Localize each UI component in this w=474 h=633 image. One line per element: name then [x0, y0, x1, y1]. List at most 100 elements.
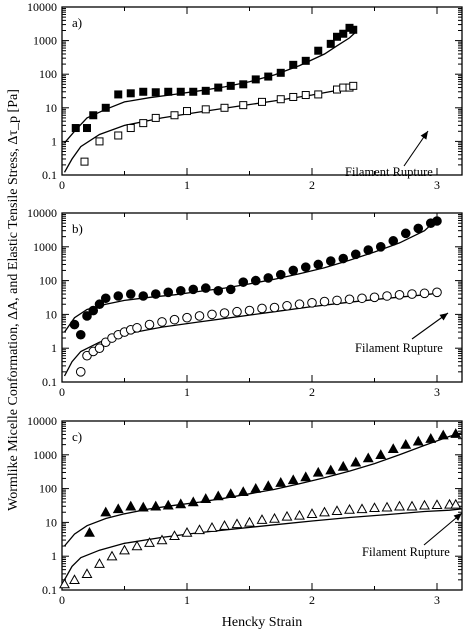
panel-label: c) [72, 429, 82, 444]
data-point-open-circle [382, 291, 392, 301]
data-point-open-triangle [269, 512, 280, 523]
data-point-filled-circle [175, 285, 186, 296]
y-tick-label: 0.1 [42, 583, 57, 597]
y-tick-label: 100 [39, 274, 57, 288]
data-point-filled-square [71, 124, 80, 133]
data-point-open-triangle [394, 500, 405, 511]
data-point-filled-square [101, 103, 110, 112]
data-point-filled-triangle [287, 474, 299, 485]
data-point-open-circle [244, 305, 255, 316]
data-point-filled-triangle [400, 438, 412, 449]
data-point-open-circle [94, 343, 105, 354]
data-point-open-square [139, 119, 148, 128]
data-point-open-triangle [156, 534, 168, 545]
data-point-open-triangle [331, 505, 343, 516]
data-point-open-circle [282, 300, 292, 311]
data-point-filled-circle [432, 216, 442, 226]
data-point-filled-triangle [312, 466, 324, 477]
plot-frame [61, 420, 463, 591]
data-point-filled-circle [163, 287, 174, 298]
data-point-filled-square [189, 87, 198, 96]
data-point-filled-square [276, 68, 285, 77]
data-point-open-circle [194, 311, 205, 321]
y-tick-label: 100 [39, 67, 57, 81]
data-point-filled-square [339, 29, 348, 38]
data-point-filled-circle [338, 253, 349, 264]
data-point-open-circle [369, 292, 380, 303]
data-point-open-square [114, 131, 123, 140]
data-point-open-square [349, 81, 358, 90]
data-point-open-circle [319, 296, 330, 307]
data-point-filled-triangle [100, 506, 112, 517]
data-point-filled-circle [94, 299, 105, 310]
data-point-filled-circle [100, 293, 111, 304]
data-point-open-square [301, 91, 310, 100]
data-point-filled-square [264, 72, 273, 81]
panel-label: a) [72, 15, 82, 30]
data-point-open-triangle [181, 526, 193, 537]
data-point-filled-circle [313, 259, 324, 270]
data-point-filled-square [89, 111, 98, 120]
x-tick-label: 0 [59, 593, 65, 607]
x-tick-label: 1 [184, 593, 190, 607]
data-point-filled-square [289, 60, 298, 69]
filament-rupture-label: Filament Rupture [355, 341, 443, 355]
fit-line [63, 85, 356, 173]
y-tick-label: 1000 [33, 34, 57, 48]
data-point-open-circle [219, 308, 230, 318]
data-point-filled-square [83, 124, 91, 133]
data-point-filled-square [251, 75, 260, 84]
data-point-open-square [239, 101, 248, 110]
data-point-open-circle [407, 289, 417, 299]
y-tick-label: 10 [45, 307, 57, 321]
data-point-filled-circle [138, 291, 149, 301]
panel-a: 0.1 1 10 100 1000 10000 0 1 2 3 a) Filament Rupture [27, 0, 463, 192]
data-point-open-square [170, 111, 179, 120]
data-point-open-triangle [356, 503, 368, 514]
y-tick-label: 1000 [33, 240, 57, 254]
data-point-open-triangle [206, 522, 218, 532]
data-point-open-square [151, 113, 160, 122]
data-point-filled-square [114, 90, 123, 99]
data-point-open-circle [307, 298, 317, 308]
data-point-open-square [95, 137, 104, 146]
fit-line [64, 31, 357, 144]
data-point-filled-circle [150, 289, 161, 299]
data-point-filled-circle [88, 305, 99, 316]
data-point-filled-circle [75, 329, 86, 340]
x-tick-label: 2 [309, 593, 315, 607]
x-tick-label: 2 [309, 385, 315, 399]
data-point-filled-circle [238, 277, 249, 287]
data-point-filled-triangle [300, 471, 312, 482]
fit-line [64, 432, 463, 547]
data-point-open-square [183, 107, 191, 116]
data-point-filled-square [151, 88, 160, 97]
data-point-filled-triangle [337, 460, 349, 471]
data-point-filled-circle [188, 284, 199, 295]
data-point-filled-triangle [187, 496, 199, 507]
data-point-open-circle [144, 319, 155, 330]
data-point-open-triangle [294, 509, 305, 520]
x-axis-title: Hencky Strain [222, 615, 302, 630]
y-tick-label: 10000 [27, 0, 57, 14]
data-point-filled-circle [325, 256, 336, 266]
data-point-open-triangle [81, 568, 93, 579]
data-point-open-triangle [256, 514, 268, 524]
data-point-open-circle [169, 314, 180, 325]
data-point-filled-circle [82, 311, 92, 321]
y-tick-label: 10000 [27, 206, 57, 220]
data-point-filled-circle [288, 265, 299, 276]
data-point-filled-square [326, 39, 335, 48]
data-point-open-circle [294, 299, 305, 310]
rupture-arrow-head [453, 513, 462, 521]
data-point-filled-square [164, 87, 173, 96]
plot-frame [61, 6, 463, 176]
filament-rupture-label: Filament Rupture [362, 545, 450, 559]
data-point-filled-triangle [175, 498, 187, 509]
data-point-open-triangle [344, 503, 355, 514]
data-point-open-triangle [169, 530, 180, 541]
data-point-filled-circle [69, 319, 80, 330]
data-point-open-circle [75, 367, 86, 377]
data-point-filled-square [201, 86, 210, 95]
